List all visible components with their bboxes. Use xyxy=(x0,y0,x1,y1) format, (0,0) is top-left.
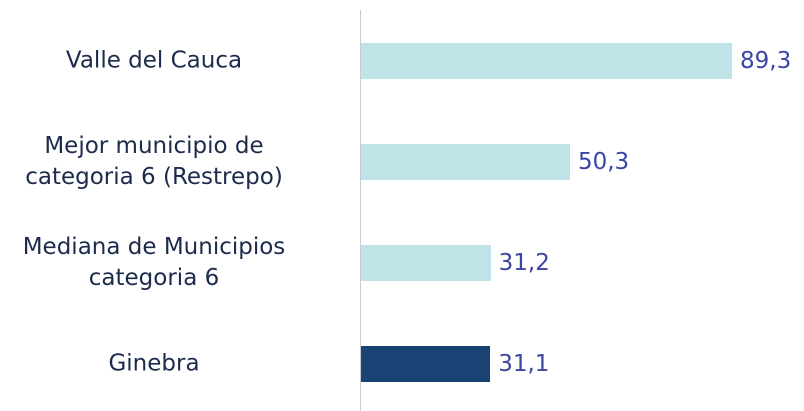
category-label: Valle del Cauca xyxy=(65,47,243,74)
category-label: Mediana de Municipios categoria 6 xyxy=(22,234,286,291)
bar xyxy=(361,346,491,382)
category-label: Mejor municipio de categoria 6 (Restrepo… xyxy=(25,133,283,190)
bar xyxy=(361,245,491,281)
value-label: 31,2 xyxy=(498,250,550,276)
bar xyxy=(361,144,570,180)
value-label: 89,3 xyxy=(740,48,792,74)
axis-line xyxy=(360,10,361,411)
value-label: 50,3 xyxy=(577,149,630,175)
category-label: Ginebra xyxy=(108,350,200,377)
value-label: 31,1 xyxy=(498,351,550,377)
bar xyxy=(361,43,733,79)
